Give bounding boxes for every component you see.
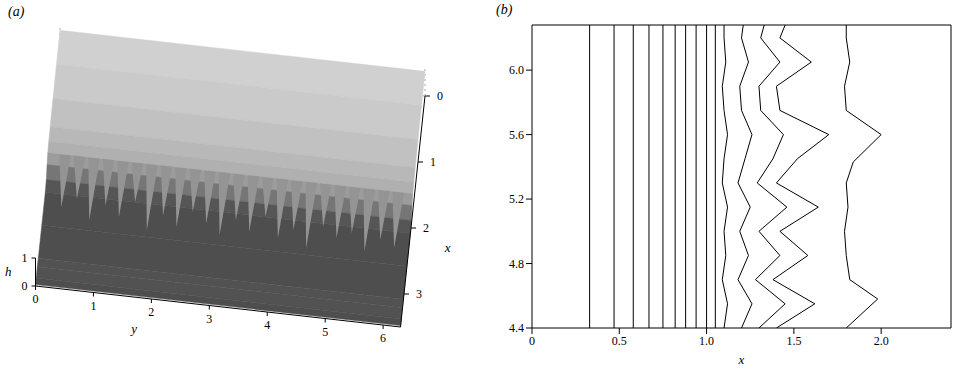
svg-text:1: 1 (90, 299, 96, 313)
svg-text:5.2: 5.2 (509, 192, 524, 206)
svg-text:(a): (a) (8, 4, 25, 20)
svg-text:0: 0 (529, 334, 535, 348)
svg-text:1.0: 1.0 (699, 334, 714, 348)
svg-text:y: y (129, 321, 137, 336)
svg-text:0.5: 0.5 (612, 334, 627, 348)
svg-text:4.4: 4.4 (509, 321, 524, 335)
svg-text:1: 1 (430, 155, 436, 169)
svg-text:3: 3 (416, 287, 422, 301)
svg-text:3: 3 (206, 312, 212, 326)
svg-text:1.5: 1.5 (786, 334, 801, 348)
svg-text:5: 5 (322, 325, 328, 339)
svg-text:0: 0 (33, 292, 39, 306)
html-text:(b): (b) (496, 2, 513, 17)
svg-text:x: x (738, 352, 745, 367)
svg-text:h: h (5, 264, 12, 279)
svg-text:2.0: 2.0 (874, 334, 889, 348)
svg-text:x: x (444, 240, 451, 255)
svg-text:6.0: 6.0 (509, 63, 524, 77)
svg-text:4.8: 4.8 (509, 257, 524, 271)
svg-text:0: 0 (22, 279, 28, 293)
svg-text:4: 4 (264, 318, 270, 332)
svg-text:1: 1 (22, 251, 28, 265)
svg-text:2: 2 (423, 221, 429, 235)
svg-text:5.6: 5.6 (509, 128, 524, 142)
svg-text:6: 6 (380, 331, 386, 345)
svg-text:0: 0 (437, 89, 443, 103)
svg-text:2: 2 (148, 305, 154, 319)
